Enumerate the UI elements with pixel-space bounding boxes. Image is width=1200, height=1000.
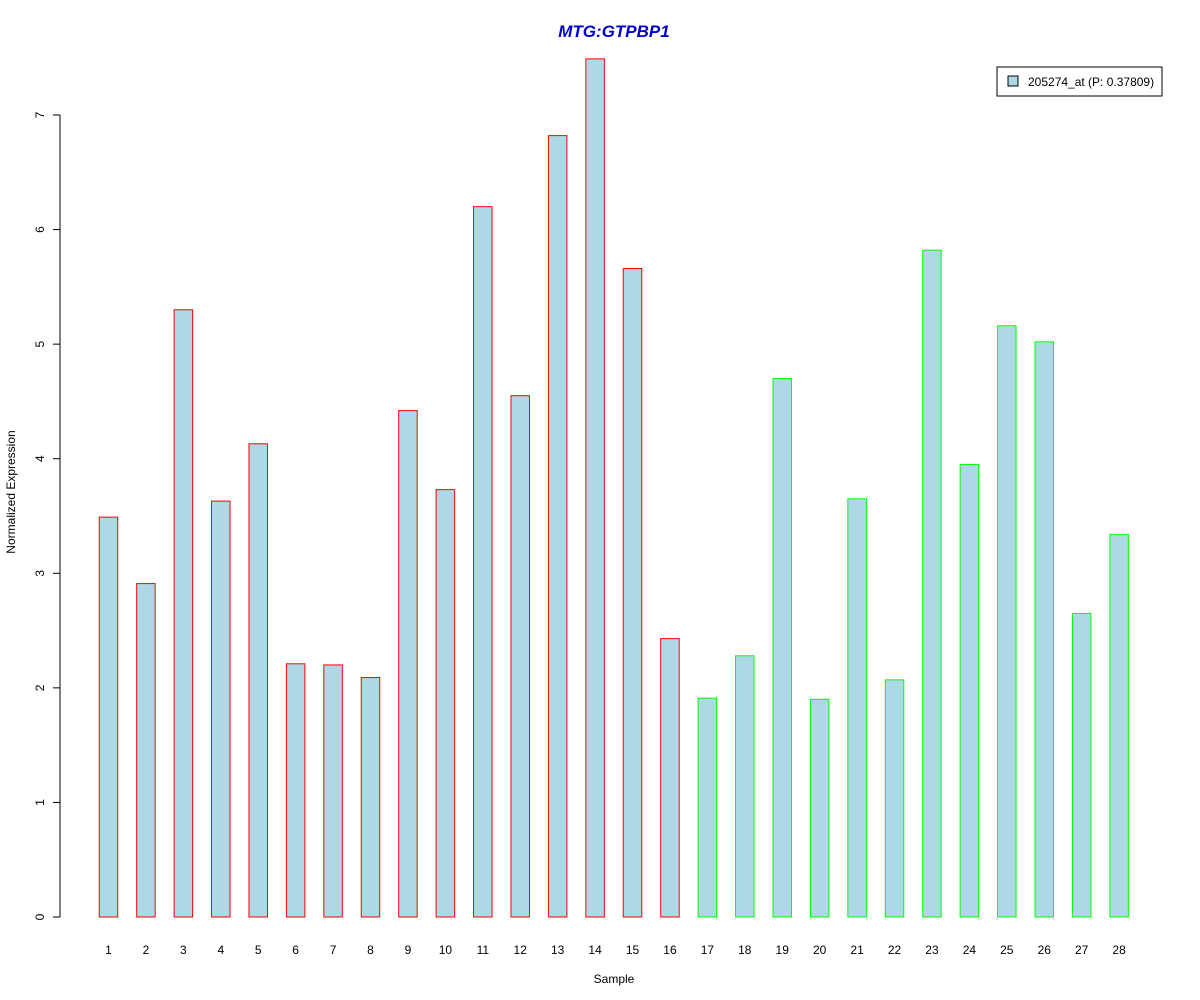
bar-sample-23 <box>922 249 942 918</box>
legend: 205274_at (P: 0.37809) <box>996 66 1163 97</box>
bar-sample-7 <box>323 664 343 918</box>
legend-box <box>996 66 1163 97</box>
bars <box>98 58 1129 918</box>
bar-sample-22 <box>884 679 905 918</box>
bar-sample-28 <box>1109 533 1129 918</box>
x-tick-label: 20 <box>813 943 827 957</box>
bar-sample-1 <box>98 516 119 918</box>
x-tick-label: 7 <box>330 943 337 957</box>
y-tick-label: 0 <box>33 913 47 920</box>
x-tick-label: 9 <box>405 943 412 957</box>
x-tick-label: 17 <box>701 943 715 957</box>
bar-sample-17 <box>697 697 718 918</box>
bar-sample-5 <box>248 443 268 918</box>
x-tick-label: 22 <box>888 943 902 957</box>
x-tick-label: 5 <box>255 943 262 957</box>
bar-sample-11 <box>473 206 493 918</box>
bar-sample-19 <box>772 378 792 918</box>
bar-sample-26 <box>1034 341 1054 918</box>
bar-sample-9 <box>398 410 418 918</box>
x-tick-label: 24 <box>963 943 977 957</box>
y-tick-label: 5 <box>33 340 47 347</box>
bar-sample-20 <box>809 698 830 918</box>
x-tick-label: 21 <box>850 943 864 957</box>
bar-sample-16 <box>660 638 680 918</box>
bar-sample-3 <box>173 309 194 918</box>
x-axis-title: Sample <box>594 972 635 986</box>
x-tick-label: 25 <box>1000 943 1014 957</box>
bar-sample-12 <box>510 395 530 918</box>
x-axis-labels: 1 2 3 4 5 6 7 8 9 10 11 12 13 14 15 16 17 18 19 20 21 22 23 24 2… <box>105 943 1126 957</box>
x-tick-label: 15 <box>626 943 640 957</box>
x-tick-label: 28 <box>1112 943 1126 957</box>
y-tick-label: 2 <box>33 684 47 691</box>
y-tick-label: 7 <box>33 111 47 118</box>
bar-sample-4 <box>211 500 231 918</box>
x-tick-label: 2 <box>143 943 150 957</box>
x-tick-label: 27 <box>1075 943 1089 957</box>
x-tick-label: 12 <box>514 943 528 957</box>
bar-sample-25 <box>997 325 1017 918</box>
x-tick-label: 10 <box>439 943 453 957</box>
bar-sample-13 <box>547 135 568 918</box>
y-axis-title: Normalized Expression <box>4 430 18 553</box>
bar-sample-24 <box>959 463 980 918</box>
x-tick-label: 6 <box>292 943 299 957</box>
x-tick-label: 1 <box>105 943 112 957</box>
y-tick-label: 4 <box>33 455 47 462</box>
bar-sample-18 <box>735 655 755 918</box>
x-tick-label: 13 <box>551 943 565 957</box>
y-tick-label: 3 <box>33 570 47 577</box>
bar-sample-21 <box>847 498 867 918</box>
y-tick-label: 6 <box>33 226 47 233</box>
y-axis: 0 1 2 3 4 5 6 7 <box>33 111 61 920</box>
x-tick-label: 14 <box>588 943 602 957</box>
bar-sample-27 <box>1071 612 1092 918</box>
bar-sample-8 <box>360 677 381 918</box>
x-tick-label: 23 <box>925 943 939 957</box>
legend-label: 205274_at (P: 0.37809) <box>1028 75 1154 89</box>
x-tick-label: 18 <box>738 943 752 957</box>
legend-swatch <box>1007 75 1019 87</box>
x-tick-label: 19 <box>776 943 790 957</box>
x-tick-label: 4 <box>217 943 224 957</box>
x-tick-label: 26 <box>1038 943 1052 957</box>
y-tick-label: 1 <box>33 799 47 806</box>
bar-sample-14 <box>585 58 605 918</box>
bar-sample-2 <box>136 583 156 918</box>
x-tick-label: 16 <box>663 943 677 957</box>
bar-sample-15 <box>622 268 643 918</box>
bar-sample-10 <box>435 489 456 918</box>
x-tick-label: 8 <box>367 943 374 957</box>
x-tick-label: 3 <box>180 943 187 957</box>
chart-title: MTG:GTPBP1 <box>558 22 669 41</box>
bar-sample-6 <box>285 663 306 918</box>
x-tick-label: 11 <box>477 943 490 957</box>
